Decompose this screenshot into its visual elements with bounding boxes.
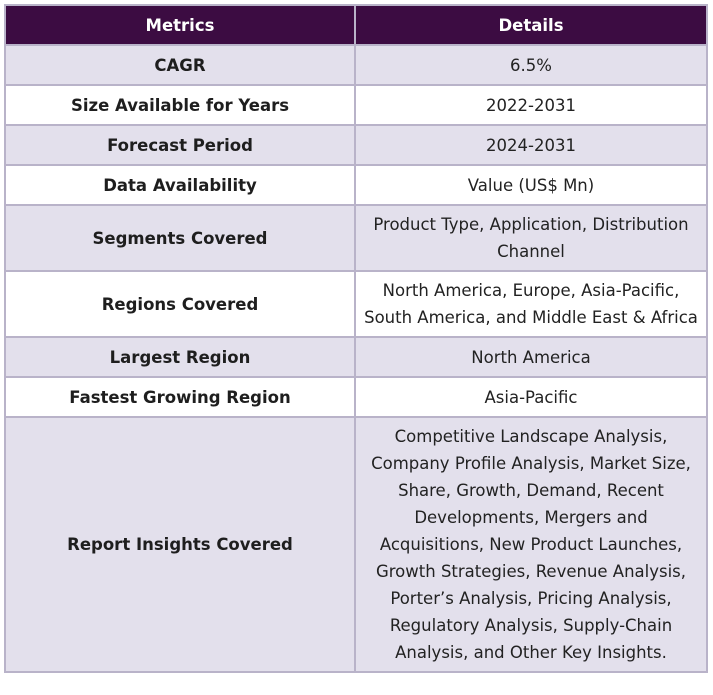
metric-cell: Size Available for Years bbox=[4, 84, 356, 126]
details-cell: North America bbox=[354, 336, 708, 378]
table-row: Forecast Period 2024-2031 bbox=[4, 124, 708, 166]
metric-cell: Regions Covered bbox=[4, 270, 356, 338]
metric-cell: Forecast Period bbox=[4, 124, 356, 166]
table-header-row: Metrics Details bbox=[4, 4, 708, 46]
metrics-table-container: Metrics Details CAGR 6.5% Size Available… bbox=[4, 4, 708, 673]
table-row: Size Available for Years 2022-2031 bbox=[4, 84, 708, 126]
table-row: CAGR 6.5% bbox=[4, 44, 708, 86]
details-cell: Competitive Landscape Analysis, Company … bbox=[354, 416, 708, 673]
metric-cell: Data Availability bbox=[4, 164, 356, 206]
details-cell: Product Type, Application, Distribution … bbox=[354, 204, 708, 272]
header-details: Details bbox=[354, 4, 708, 46]
metric-cell: Fastest Growing Region bbox=[4, 376, 356, 418]
metric-cell: Segments Covered bbox=[4, 204, 356, 272]
table-row: Segments Covered Product Type, Applicati… bbox=[4, 204, 708, 272]
details-cell: Value (US$ Mn) bbox=[354, 164, 708, 206]
details-cell: Asia-Pacific bbox=[354, 376, 708, 418]
details-cell: 2024-2031 bbox=[354, 124, 708, 166]
details-cell: 2022-2031 bbox=[354, 84, 708, 126]
metrics-table: Metrics Details CAGR 6.5% Size Available… bbox=[4, 4, 708, 673]
table-row: Report Insights Covered Competitive Land… bbox=[4, 416, 708, 673]
table-row: Data Availability Value (US$ Mn) bbox=[4, 164, 708, 206]
details-cell: North America, Europe, Asia-Pacific, Sou… bbox=[354, 270, 708, 338]
table-row: Largest Region North America bbox=[4, 336, 708, 378]
metric-cell: Largest Region bbox=[4, 336, 356, 378]
details-cell: 6.5% bbox=[354, 44, 708, 86]
table-row: Fastest Growing Region Asia-Pacific bbox=[4, 376, 708, 418]
table-row: Regions Covered North America, Europe, A… bbox=[4, 270, 708, 338]
metric-cell: CAGR bbox=[4, 44, 356, 86]
header-metrics: Metrics bbox=[4, 4, 356, 46]
metric-cell: Report Insights Covered bbox=[4, 416, 356, 673]
